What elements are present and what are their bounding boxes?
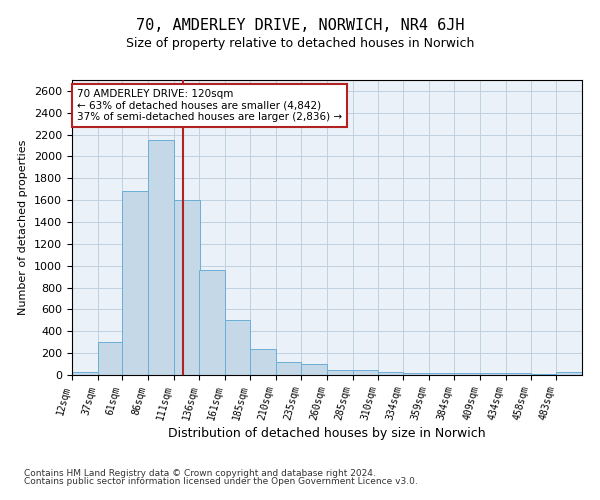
Bar	[199, 270, 225, 375]
Bar	[301, 364, 327, 375]
Text: 70 AMDERLEY DRIVE: 120sqm
← 63% of detached houses are smaller (4,842)
37% of se: 70 AMDERLEY DRIVE: 120sqm ← 63% of detac…	[77, 89, 342, 122]
Bar	[530, 374, 556, 375]
Bar	[455, 373, 480, 375]
Bar	[506, 373, 530, 375]
Bar	[250, 349, 275, 375]
Bar	[327, 370, 353, 375]
Text: Contains public sector information licensed under the Open Government Licence v3: Contains public sector information licen…	[24, 477, 418, 486]
X-axis label: Distribution of detached houses by size in Norwich: Distribution of detached houses by size …	[168, 427, 486, 440]
Bar	[122, 192, 148, 375]
Bar	[72, 372, 98, 375]
Bar	[480, 373, 506, 375]
Text: Size of property relative to detached houses in Norwich: Size of property relative to detached ho…	[126, 38, 474, 51]
Bar	[429, 373, 455, 375]
Bar	[148, 140, 174, 375]
Bar	[353, 370, 379, 375]
Y-axis label: Number of detached properties: Number of detached properties	[19, 140, 28, 315]
Bar	[556, 372, 582, 375]
Bar	[379, 372, 403, 375]
Text: Contains HM Land Registry data © Crown copyright and database right 2024.: Contains HM Land Registry data © Crown c…	[24, 468, 376, 477]
Text: 70, AMDERLEY DRIVE, NORWICH, NR4 6JH: 70, AMDERLEY DRIVE, NORWICH, NR4 6JH	[136, 18, 464, 32]
Bar	[403, 373, 429, 375]
Bar	[98, 342, 122, 375]
Bar	[275, 362, 301, 375]
Bar	[225, 320, 250, 375]
Bar	[174, 200, 199, 375]
